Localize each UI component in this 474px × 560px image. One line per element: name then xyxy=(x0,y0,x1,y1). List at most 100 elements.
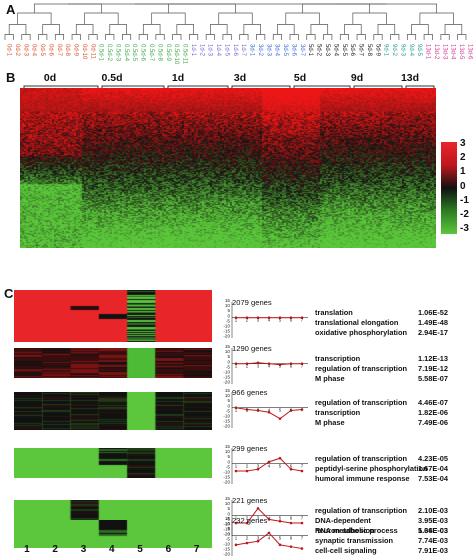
sample-label: 13d-3 xyxy=(441,44,447,60)
go-term: transcription xyxy=(315,354,361,363)
panel-a-letter: A xyxy=(6,2,16,17)
sample-label: 3d-3 xyxy=(265,44,271,57)
profile-y-tick: -10 xyxy=(223,370,230,375)
go-term: cell-cell signaling xyxy=(315,546,377,555)
color-scale-label: 2 xyxy=(460,152,466,164)
profile-y-tick: -20 xyxy=(223,380,230,385)
profile-y-tick: 10 xyxy=(225,501,231,506)
sample-label: 0.5d-11 xyxy=(182,44,188,65)
go-pvalue: 7.53E-04 xyxy=(418,474,448,483)
profile-y-tick: -10 xyxy=(223,522,230,527)
profile-x-tick: 2 xyxy=(246,364,249,369)
profile-y-tick: 15 xyxy=(225,516,231,521)
profile-y-tick: 5 xyxy=(227,526,230,531)
profile-x-tick: 3 xyxy=(257,318,260,323)
go-pvalue: 3.95E-03 xyxy=(418,516,448,525)
go-term: M phase xyxy=(315,418,345,427)
profile-x-tick: 4 xyxy=(268,536,271,541)
profile-y-tick: 0 xyxy=(227,359,230,364)
sample-label: 5d-4 xyxy=(332,44,338,57)
profile-y-tick: 10 xyxy=(225,393,231,398)
sample-label: 5d-6 xyxy=(349,44,355,57)
profile-x-tick: 3 xyxy=(257,536,260,541)
profile-y-tick: -5 xyxy=(226,408,231,413)
color-scale-label: 0 xyxy=(460,180,466,192)
sample-label: 1d-3 xyxy=(207,44,213,57)
profile-y-tick: 5 xyxy=(227,454,230,459)
sample-label: 0.5d-7 xyxy=(148,44,154,62)
sample-label: 9d-5 xyxy=(416,44,422,57)
color-scale-label: -2 xyxy=(460,209,469,220)
profile-x-tick: 2 xyxy=(246,408,249,413)
profile-x-tick: 1 xyxy=(235,408,238,413)
profile-x-tick: 6 xyxy=(290,516,293,521)
profile-x-tick: 3 xyxy=(257,464,260,469)
timepoint-label: 13d xyxy=(400,72,420,84)
cluster-heatmap xyxy=(14,448,212,478)
sample-label: 0d-9 xyxy=(73,44,79,57)
profile-x-tick: 4 xyxy=(268,408,271,413)
profile-y-tick: 0 xyxy=(227,459,230,464)
cluster-gene-count: 1290 genes xyxy=(232,344,272,353)
cluster-gene-count: 232 genes xyxy=(232,516,268,525)
profile-y-tick: -20 xyxy=(223,532,230,537)
cluster-heatmap xyxy=(14,348,212,378)
go-term: regulation of transcription xyxy=(315,398,407,407)
sample-label: 3d-5 xyxy=(282,44,288,57)
go-pvalue: 1.12E-13 xyxy=(418,354,448,363)
profile-y-tick: 0 xyxy=(227,403,230,408)
profile-y-tick: 15 xyxy=(225,344,231,349)
timepoint-label: 0d xyxy=(43,72,57,84)
sample-label: 13d-1 xyxy=(425,44,431,60)
profile-x-tick: 5 xyxy=(279,364,282,369)
sample-label: 0d-5 xyxy=(39,44,45,57)
sample-label: 13d-4 xyxy=(450,44,456,60)
go-pvalue: 2.94E-17 xyxy=(418,328,448,337)
go-pvalue: 1.67E-04 xyxy=(418,464,448,473)
profile-y-tick: -10 xyxy=(223,542,230,547)
profile-x-tick: 2 xyxy=(246,318,249,323)
go-term: translational elongation xyxy=(315,318,399,327)
profile-x-tick: 1 xyxy=(235,516,238,521)
profile-x-tick: 3 xyxy=(257,516,260,521)
sample-label: 0d-8 xyxy=(64,44,70,57)
color-scale-label: 1 xyxy=(460,166,466,178)
profile-x-tick: 4 xyxy=(268,318,271,323)
profile-y-tick: -10 xyxy=(223,414,230,419)
profile-y-tick: -5 xyxy=(226,318,231,323)
cluster-heatmap xyxy=(14,520,212,548)
sample-label: 0d-4 xyxy=(31,44,37,57)
cluster-gene-count: 966 genes xyxy=(232,388,268,397)
profile-x-tick: 2 xyxy=(246,464,249,469)
sample-label: 0d-6 xyxy=(47,44,53,57)
heatmap-b xyxy=(20,88,436,248)
go-pvalue: 7.19E-12 xyxy=(418,364,448,373)
go-pvalue: 5.36E-03 xyxy=(418,526,448,535)
profile-x-tick: 7 xyxy=(301,408,304,413)
go-term: regulation of transcription xyxy=(315,454,407,463)
cluster-column-number: 7 xyxy=(193,544,200,555)
sample-label: 5d-9 xyxy=(374,44,380,57)
color-scale-bar xyxy=(441,142,457,234)
go-pvalue: 7.74E-03 xyxy=(418,536,448,545)
profile-x-tick: 6 xyxy=(290,464,293,469)
go-term: M phase xyxy=(315,374,345,383)
go-pvalue: 1.64E-03 xyxy=(418,526,448,535)
sample-label: 0.5d-6 xyxy=(140,44,146,62)
profile-x-tick: 6 xyxy=(290,408,293,413)
profile-y-tick: -20 xyxy=(223,552,230,557)
timepoint-label: 0.5d xyxy=(101,72,123,84)
sample-label: 13d-6 xyxy=(467,44,473,60)
profile-y-tick: 15 xyxy=(225,496,231,501)
panel-b-letter: B xyxy=(6,70,16,85)
profile-x-tick: 5 xyxy=(279,516,282,521)
profile-y-tick: -20 xyxy=(223,480,230,485)
go-pvalue: 1.82E-06 xyxy=(418,408,448,417)
profile-x-tick: 5 xyxy=(279,408,282,413)
profile-x-tick: 7 xyxy=(301,318,304,323)
timepoint-label: 9d xyxy=(350,72,364,84)
sample-label: 0d-10 xyxy=(81,44,87,60)
